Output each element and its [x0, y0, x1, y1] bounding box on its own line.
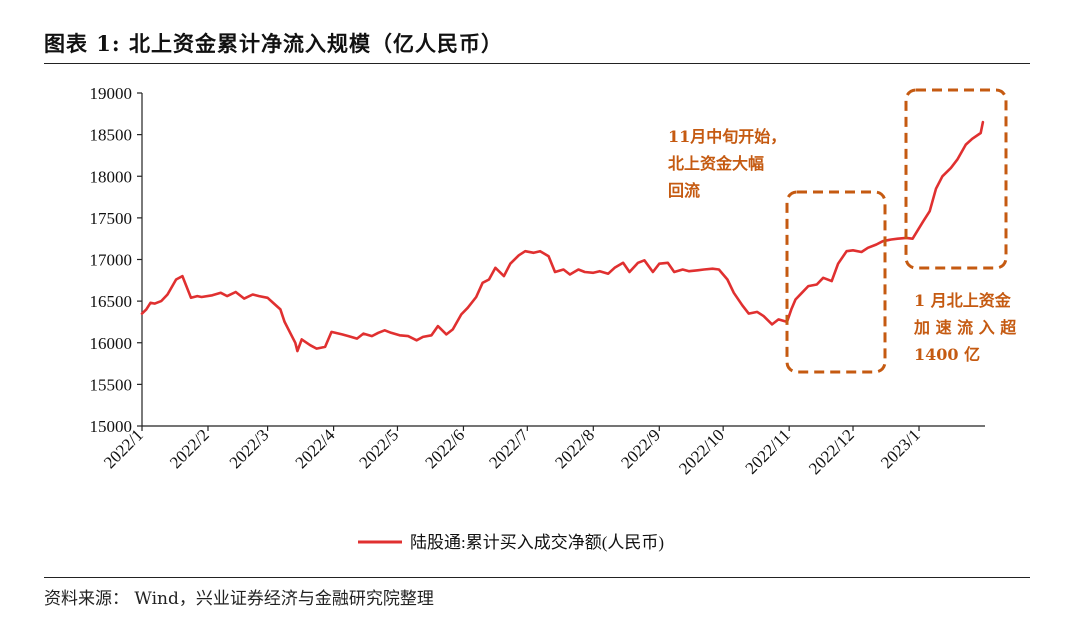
y-tick-label: 16500: [90, 292, 133, 311]
annotation-text: 加 速 流 入 超: [913, 318, 1017, 337]
chart-legend: 陆股通:累计买入成交净额(人民币): [358, 533, 664, 552]
y-tick-label: 17000: [90, 251, 133, 270]
x-tick-label: 2022/2: [166, 425, 213, 472]
series-line: [140, 120, 985, 353]
x-tick-label: 2022/3: [226, 425, 273, 472]
y-tick-label: 16000: [90, 334, 133, 353]
y-tick-label: 19000: [90, 84, 133, 103]
x-tick-label: 2022/7: [485, 425, 532, 472]
chart-title: 图表 1: 北上资金累计净流入规模（亿人民币）: [44, 31, 503, 56]
legend-label: 陆股通:累计买入成交净额(人民币): [410, 533, 664, 552]
annotation-text: 回流: [668, 181, 700, 200]
source-divider: [44, 577, 1030, 578]
x-tick-label: 2023/1: [877, 425, 924, 472]
annotation-text: 11月中旬开始，: [668, 127, 786, 146]
chart-axes: 15000 15500 16000 16500 17000 17500 18000 18500…: [90, 84, 985, 478]
x-tick-label: 2022/8: [551, 425, 598, 472]
highlight-box-january: [904, 88, 1008, 270]
x-tick-label: 2022/12: [805, 425, 858, 478]
y-tick-label: 15500: [90, 375, 133, 394]
chart-plot-area: [140, 120, 985, 353]
x-tick-label: 2022/11: [742, 425, 794, 477]
annotation-text: 北上资金大幅: [668, 154, 764, 173]
annotation-text: 1 月北上资金: [914, 291, 1012, 310]
y-tick-label: 18500: [90, 126, 133, 145]
x-tick-label: 2022/4: [292, 425, 339, 472]
y-tick-label: 15000: [90, 417, 133, 436]
x-tick-label: 2022/5: [355, 425, 402, 472]
annotation-text: 1400 亿: [914, 345, 980, 364]
x-tick-label: 2022/6: [421, 425, 468, 472]
source-note: 资料来源： Wind，兴业证券经济与金融研究院整理: [44, 589, 434, 609]
highlight-box-november: [785, 190, 887, 374]
y-tick-label: 18000: [90, 167, 133, 186]
x-tick-label: 2022/9: [617, 425, 664, 472]
title-divider: [44, 63, 1030, 64]
x-tick-label: 2022/10: [675, 425, 728, 478]
y-tick-label: 17500: [90, 209, 133, 228]
